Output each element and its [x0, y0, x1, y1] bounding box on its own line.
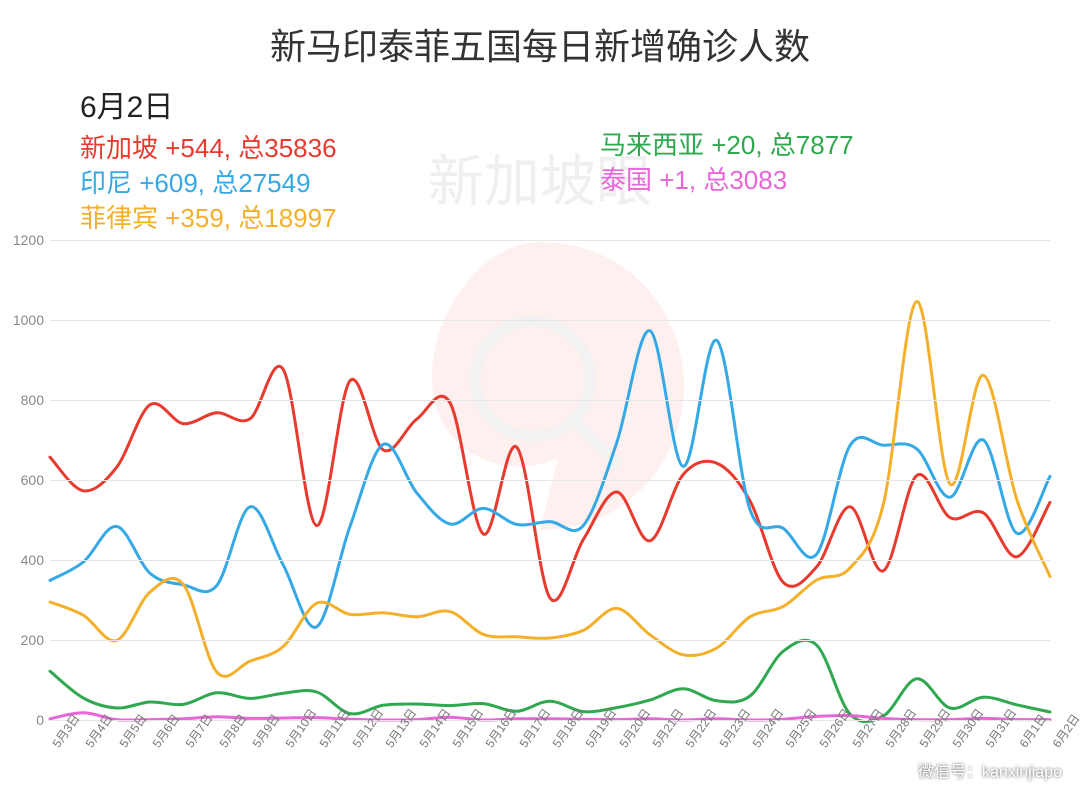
y-tick-label: 200 [8, 632, 44, 648]
legend-right: 马来西亚 +20, 总7877泰国 +1, 总3083 [600, 128, 854, 198]
y-tick-label: 600 [8, 472, 44, 488]
x-tick-label: 6月2日 [1048, 710, 1080, 750]
wechat-watermark: 微信号：kanxinjiapo [892, 758, 1062, 782]
series-line-ph [50, 302, 1050, 677]
wechat-icon [892, 760, 912, 780]
series-line-sg [50, 366, 1050, 600]
line-chart: 0200400600800100012005月3日5月4日5月5日5月6日5月7… [50, 240, 1050, 720]
gridline [50, 400, 1050, 401]
gridline [50, 560, 1050, 561]
legend-item-th: 泰国 +1, 总3083 [600, 163, 854, 198]
legend-item-id: 印尼 +609, 总27549 [80, 166, 337, 201]
y-tick-label: 800 [8, 392, 44, 408]
legend-item-sg: 新加坡 +544, 总35836 [80, 131, 337, 166]
legend-item-ph: 菲律宾 +359, 总18997 [80, 201, 337, 236]
y-tick-label: 0 [8, 712, 44, 728]
y-tick-label: 1000 [8, 312, 44, 328]
series-line-my [50, 640, 1050, 721]
gridline [50, 480, 1050, 481]
gridline [50, 640, 1050, 641]
y-tick-label: 1200 [8, 232, 44, 248]
date-heading: 6月2日 [80, 88, 337, 129]
wechat-label: 微信号：kanxinjiapo [918, 758, 1062, 782]
legend-item-my: 马来西亚 +20, 总7877 [600, 128, 854, 163]
legend-left: 6月2日 新加坡 +544, 总35836印尼 +609, 总27549菲律宾 … [80, 88, 337, 236]
gridline [50, 320, 1050, 321]
chart-title: 新马印泰菲五国每日新增确诊人数 [0, 0, 1080, 70]
gridline [50, 240, 1050, 241]
y-tick-label: 400 [8, 552, 44, 568]
